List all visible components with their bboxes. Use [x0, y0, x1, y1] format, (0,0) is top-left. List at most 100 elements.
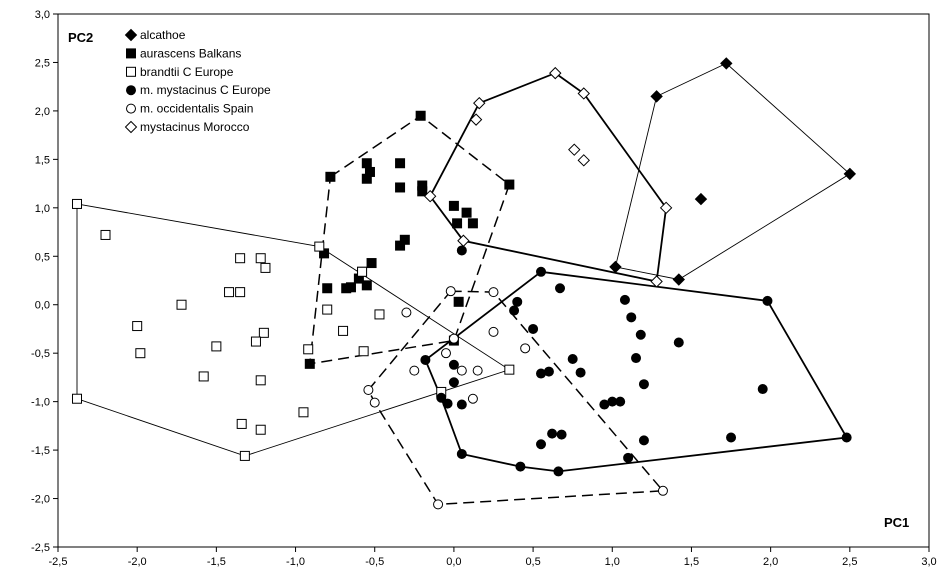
data-point-series-2-28	[303, 344, 314, 355]
legend-marker-icon	[126, 66, 136, 77]
data-point-series-3-32	[515, 461, 526, 472]
data-point-series-0-4	[609, 260, 622, 274]
data-point-series-1-6	[395, 182, 406, 193]
data-point-series-2-20	[314, 241, 325, 252]
data-point-series-4-1	[488, 287, 499, 298]
legend-label: m. occidentalis Spain	[140, 102, 253, 116]
data-point-series-5-5	[577, 154, 590, 167]
y-tick-label: -1,5	[31, 445, 50, 457]
legend-entry-5: mystacinus Morocco	[124, 120, 250, 134]
data-point-series-1-22	[322, 283, 333, 294]
data-point-series-4-0	[445, 286, 456, 297]
data-point-series-4-5	[440, 348, 451, 359]
data-point-series-4-12	[369, 397, 380, 408]
hull-series-1	[308, 114, 511, 365]
data-point-series-1-21	[341, 283, 352, 294]
x-tick-label: 0,0	[446, 556, 461, 568]
x-tick-label: -1,5	[207, 556, 226, 568]
data-point-series-3-9	[673, 337, 684, 348]
data-point-series-2-9	[258, 327, 269, 338]
data-point-series-5-2	[577, 87, 590, 100]
data-point-series-1-24	[453, 296, 464, 307]
y-tick-label: 3,0	[35, 9, 50, 21]
x-tick-label: -2,0	[128, 556, 147, 568]
legend-entry-1: aurascens Balkans	[126, 46, 241, 60]
x-axis-label: PC1	[884, 515, 909, 530]
legend-marker-icon	[124, 120, 138, 134]
data-point-series-4-10	[467, 393, 478, 404]
data-point-series-5-3	[469, 113, 483, 126]
y-tick-label: -0,5	[31, 348, 50, 360]
data-point-series-1-12	[452, 218, 463, 229]
data-point-series-2-7	[176, 299, 187, 310]
y-tick-label: 2,5	[35, 57, 50, 69]
data-point-series-3-31	[456, 448, 467, 459]
data-point-series-2-14	[255, 375, 266, 386]
legend-marker-icon	[124, 28, 138, 42]
data-point-series-3-28	[638, 435, 649, 446]
data-point-series-3-5	[528, 323, 539, 334]
x-tick-label: 1,5	[684, 556, 699, 568]
data-point-series-2-6	[235, 287, 246, 298]
data-point-series-2-3	[255, 253, 266, 264]
legend-entry-3: m. mystacinus C Europe	[126, 83, 271, 97]
data-point-series-3-1	[536, 266, 547, 277]
data-point-series-3-3	[555, 283, 566, 294]
y-tick-label: 0,5	[35, 251, 50, 263]
data-point-series-3-29	[726, 432, 737, 443]
data-point-series-2-13	[198, 371, 209, 382]
y-tick-label: 2,0	[35, 106, 50, 118]
data-point-series-1-2	[361, 158, 372, 169]
data-point-series-3-16	[631, 353, 642, 364]
data-point-series-3-30	[623, 452, 634, 463]
data-point-series-2-17	[239, 450, 250, 461]
hull-series-5	[429, 72, 668, 283]
data-point-series-4-13	[433, 499, 444, 510]
legend-label: alcathoe	[140, 28, 186, 42]
y-axis-ticks: -2,5 -2,0 -1,5 -1,0 -0,5 0,0 0,5 1,0 1,5 2,0 2,5 3,…	[31, 9, 58, 554]
data-point-series-2-16	[255, 424, 266, 435]
x-tick-label: -1,0	[286, 556, 305, 568]
data-point-series-3-25	[536, 439, 547, 450]
data-point-series-1-17	[366, 258, 377, 269]
data-point-series-1-11	[461, 207, 472, 218]
data-point-series-2-24	[358, 346, 369, 357]
hull-series-0	[614, 62, 851, 280]
hull-series-2	[76, 203, 511, 457]
data-point-series-4-9	[409, 365, 420, 376]
plot-frame	[57, 13, 930, 548]
legend-entry-0: alcathoe	[124, 28, 186, 42]
data-point-series-1-5	[361, 173, 372, 184]
data-point-series-4-4	[488, 326, 499, 337]
y-tick-label: -2,0	[31, 494, 50, 506]
data-point-series-1-15	[395, 240, 406, 251]
data-point-series-3-26	[547, 428, 558, 439]
data-point-series-2-15	[236, 418, 247, 429]
data-point-series-2-8	[132, 321, 143, 332]
legend-entry-4: m. occidentalis Spain	[126, 102, 253, 116]
data-point-series-4-11	[363, 385, 374, 396]
data-point-series-2-4	[260, 262, 271, 273]
data-point-series-2-23	[338, 325, 349, 336]
data-point-series-3-35	[841, 432, 852, 443]
data-point-series-2-21	[357, 266, 368, 277]
data-point-series-3-27	[556, 429, 567, 440]
data-point-series-2-12	[135, 348, 146, 359]
data-point-series-3-7	[626, 312, 637, 323]
y-tick-label: 1,5	[35, 154, 50, 166]
data-point-series-3-18	[757, 384, 768, 395]
x-tick-label: -2,5	[49, 556, 68, 568]
data-point-series-3-22	[436, 392, 447, 403]
data-point-series-1-8	[417, 186, 428, 197]
data-point-series-5-7	[457, 234, 470, 247]
x-tick-label: 2,5	[842, 556, 857, 568]
data-point-series-2-2	[235, 253, 246, 264]
data-point-series-0-3	[694, 192, 708, 206]
legend-marker-icon	[126, 85, 136, 96]
legend-entry-2: brandtii C Europe	[126, 65, 234, 79]
data-point-series-3-34	[762, 295, 773, 306]
data-point-series-2-11	[211, 341, 222, 352]
data-point-series-1-0	[415, 110, 426, 121]
data-point-series-1-10	[448, 200, 459, 211]
y-tick-label: -2,5	[31, 542, 50, 554]
